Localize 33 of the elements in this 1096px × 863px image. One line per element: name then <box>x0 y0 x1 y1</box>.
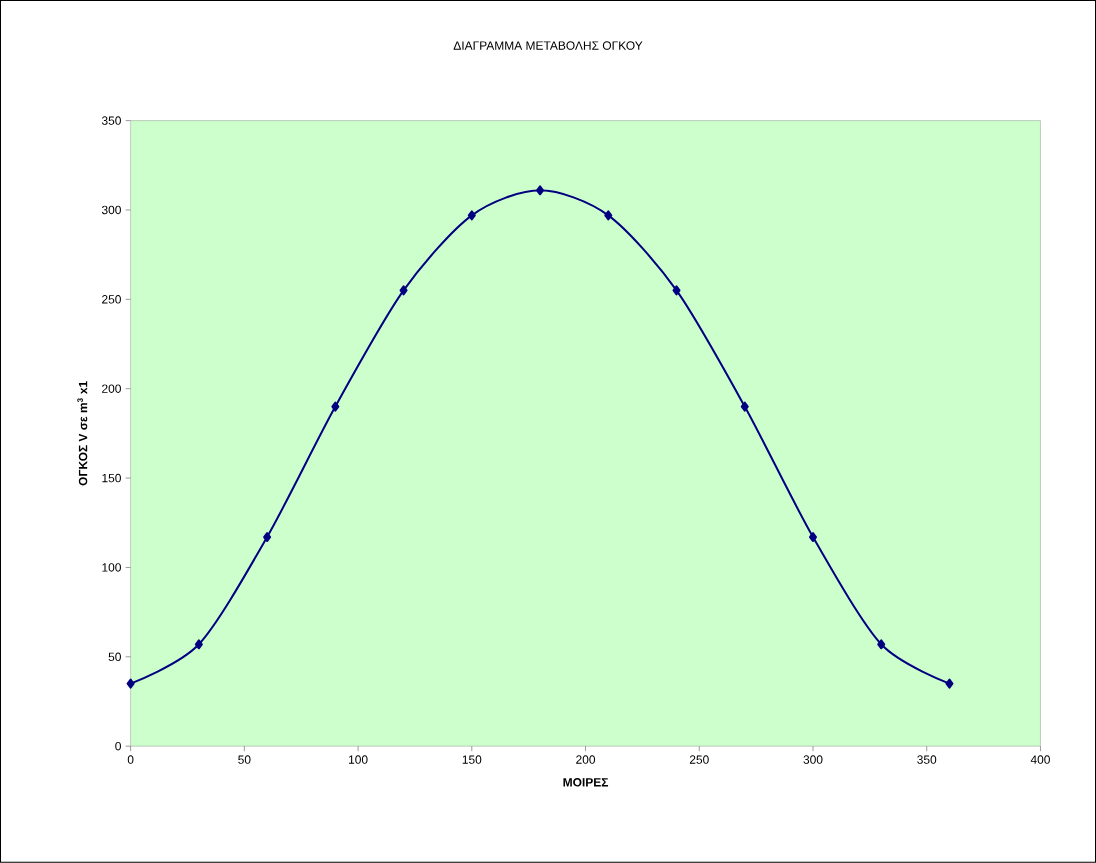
point <box>809 532 817 543</box>
point <box>672 285 681 296</box>
y-axis-title: ΟΓΚΟΣ V σε m$^{3}$ x1 <box>77 381 88 486</box>
point <box>467 210 476 221</box>
x-tick-label: 200 <box>576 755 596 764</box>
chart-title: ΔΙΑΓΡΑΜΜΑ ΜΕΤΑΒΟΛΗΣ ΟΓΚΟΥ <box>453 41 643 50</box>
point <box>331 401 340 412</box>
y-tick-label: 300 <box>101 205 121 215</box>
point <box>194 639 203 650</box>
point <box>536 185 545 196</box>
point <box>945 678 954 689</box>
x-tick-label: 100 <box>349 755 368 764</box>
x-tick-label: 350 <box>917 755 937 764</box>
point <box>740 401 749 412</box>
x-tick-label: 300 <box>803 755 823 764</box>
point <box>126 678 135 689</box>
y-tick-label: 50 <box>108 652 121 662</box>
y-tick-label: 200 <box>102 384 121 394</box>
point <box>604 210 613 221</box>
point <box>263 532 272 543</box>
y-tick-label: 0 <box>115 742 121 751</box>
x-tick-label: 50 <box>238 755 251 764</box>
point <box>877 639 886 650</box>
y-tick-label: 150 <box>102 473 121 483</box>
y-tick-label: 250 <box>102 295 121 304</box>
x-tick-label: 250 <box>689 755 709 764</box>
point <box>399 285 408 296</box>
y-tick-label: 100 <box>102 563 121 572</box>
y-tick-label: 350 <box>101 116 121 125</box>
x-tick-label: 150 <box>462 755 482 764</box>
x-tick-label: 0 <box>127 755 134 764</box>
x-axis-title: ΜΟΙΡΕΣ <box>563 778 609 787</box>
x-tick-label: 400 <box>1030 755 1050 764</box>
